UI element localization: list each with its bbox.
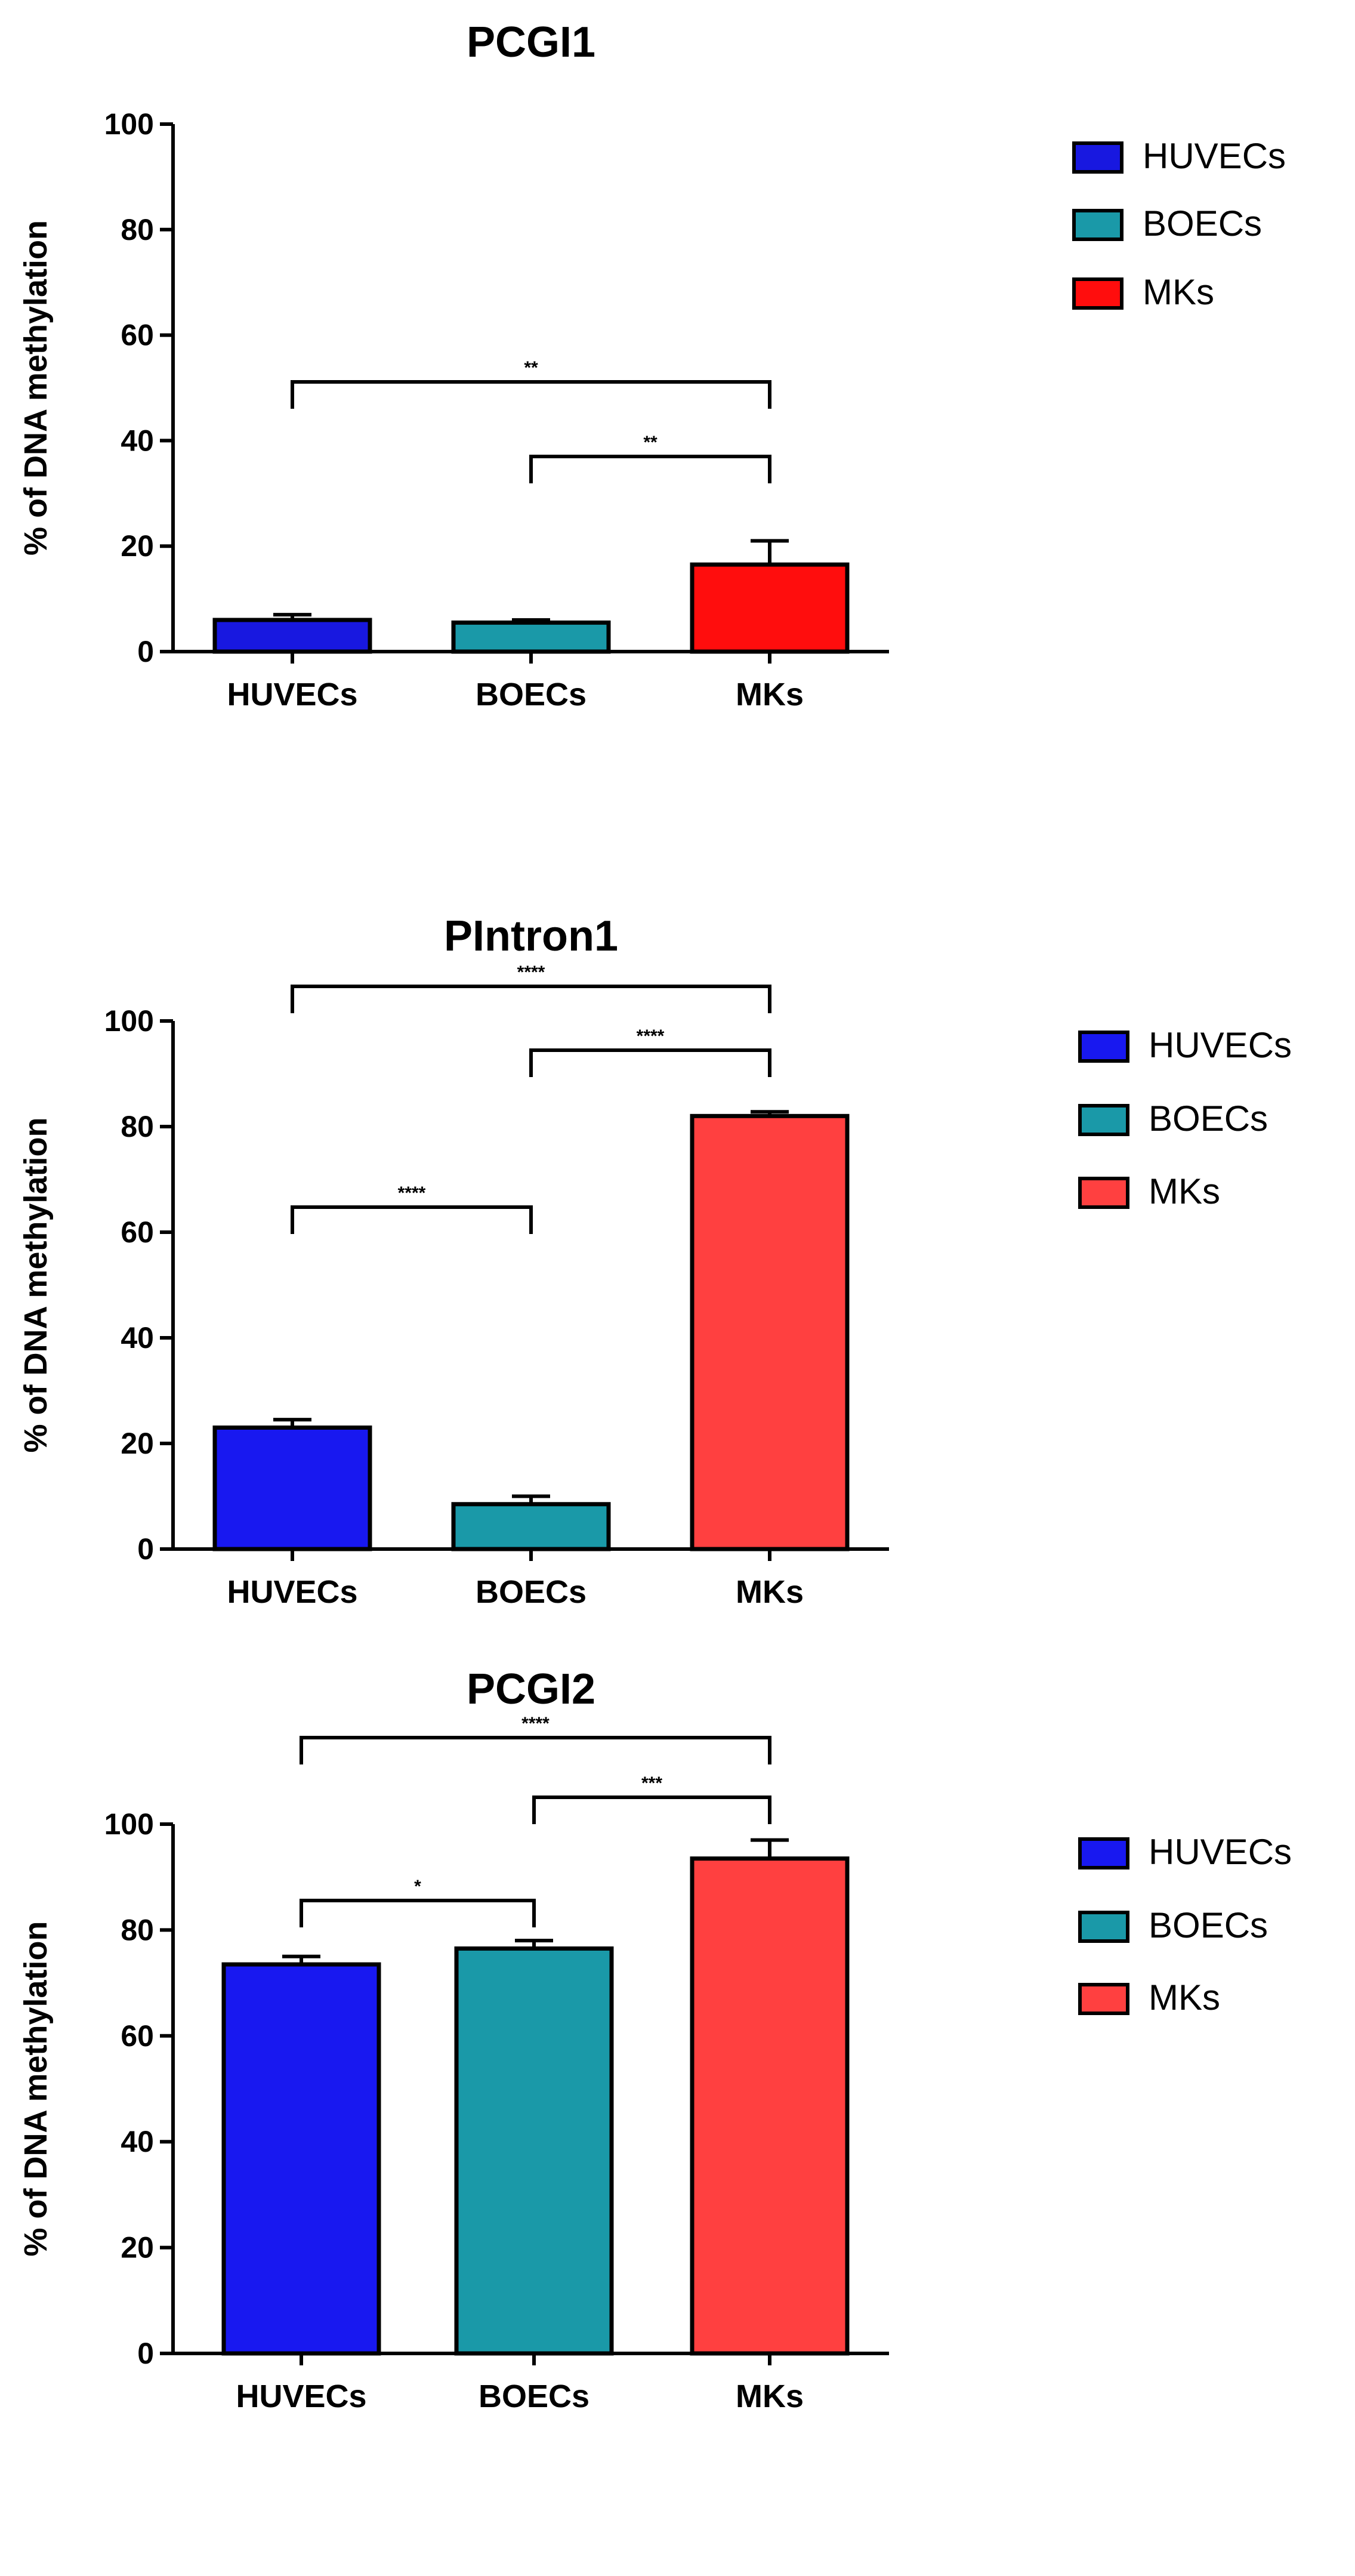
x-tick-label: HUVECs [227, 1574, 357, 1610]
chart-panel-2: PIntron1 % of DNA methylation 0 20 40 60 80 100… [18, 912, 1292, 1610]
y-tick-label: 80 [121, 213, 154, 246]
significance-label: **** [521, 1714, 550, 1733]
significance-bracket [532, 1796, 771, 1824]
significance-bracket [529, 1048, 771, 1077]
significance-bracket [291, 985, 771, 1013]
y-tick-label: 60 [121, 319, 154, 352]
bar-mks [690, 1856, 850, 2356]
y-tick-label: 80 [121, 1913, 154, 1946]
x-tick-label: BOECs [479, 2378, 589, 2414]
y-tick-label: 60 [121, 1215, 154, 1249]
y-tick-label: 100 [104, 1807, 154, 1841]
legend-swatch-huvecs [1078, 1031, 1129, 1063]
bar-boecs [451, 620, 611, 654]
y-axis-label: % of DNA methylation [18, 1921, 54, 2256]
legend-label: BOECs [1143, 203, 1262, 243]
bar-huvecs [221, 1962, 381, 2356]
legend-swatch-boecs [1078, 1911, 1129, 1943]
legend-swatch-mks [1078, 1983, 1129, 2015]
legend-label: BOECs [1149, 1905, 1268, 1945]
chart-title: PCGI2 [467, 1665, 595, 1713]
significance-bracket [529, 455, 771, 483]
y-tick-label: 0 [137, 635, 154, 668]
x-tick-label: MKs [736, 2378, 804, 2414]
legend-label: HUVECs [1149, 1025, 1292, 1065]
y-tick-label: 0 [137, 1532, 154, 1566]
x-tick-label: HUVECs [227, 677, 357, 712]
bar-huvecs [212, 1425, 372, 1551]
chart-panel-1: PCGI1 % of DNA methylation 0 20 40 60 80 100 HUV… [18, 18, 1286, 712]
bar-boecs [451, 1502, 611, 1551]
legend-label: MKs [1149, 1171, 1220, 1211]
significance-bracket [300, 1736, 771, 1764]
y-tick-label: 40 [121, 424, 154, 457]
y-tick-label: 0 [137, 2337, 154, 2370]
y-tick-label: 40 [121, 2125, 154, 2158]
significance-label: *** [641, 1773, 662, 1793]
x-tick-label: MKs [736, 677, 804, 712]
chart-title: PCGI1 [467, 18, 595, 66]
y-tick-label: 20 [121, 529, 154, 563]
legend-label: HUVECs [1149, 1832, 1292, 1872]
legend-swatch-mks [1078, 1177, 1129, 1209]
significance-label: * [414, 1877, 421, 1896]
bar-huvecs [212, 618, 372, 654]
y-tick-label: 60 [121, 2019, 154, 2053]
y-tick-label: 100 [104, 107, 154, 141]
y-axis-label: % of DNA methylation [18, 1117, 54, 1452]
x-tick-label: MKs [736, 1574, 804, 1610]
legend-swatch-boecs [1078, 1104, 1129, 1136]
x-tick-label: BOECs [476, 677, 587, 712]
y-tick-label: 40 [121, 1321, 154, 1355]
x-tick-label: BOECs [476, 1574, 587, 1610]
bar-mks [690, 1113, 850, 1551]
y-axis-label: % of DNA methylation [18, 220, 54, 556]
significance-label: **** [517, 962, 545, 982]
bar-mks [690, 562, 850, 654]
legend-label: HUVECs [1143, 136, 1286, 176]
legend-swatch-mks [1072, 277, 1123, 310]
legend-swatch-boecs [1072, 209, 1123, 241]
y-tick-label: 20 [121, 2231, 154, 2265]
legend-label: MKs [1143, 272, 1214, 312]
legend-label: MKs [1149, 1977, 1220, 2017]
significance-label: ** [643, 433, 658, 452]
y-tick-label: 80 [121, 1110, 154, 1143]
significance-label: ** [524, 358, 538, 378]
bar-boecs [454, 1946, 614, 2356]
y-tick-label: 20 [121, 1427, 154, 1460]
significance-bracket [291, 380, 771, 409]
y-tick-label: 100 [104, 1004, 154, 1038]
legend-swatch-huvecs [1078, 1837, 1129, 1869]
significance-bracket [300, 1899, 536, 1927]
legend-label: BOECs [1149, 1099, 1268, 1139]
significance-label: **** [398, 1183, 426, 1203]
significance-bracket [291, 1205, 533, 1234]
chart-panel-3: PCGI2 % of DNA methylation 0 20 40 60 80 100 HUV… [18, 1665, 1292, 2414]
legend-swatch-huvecs [1072, 141, 1123, 174]
x-tick-label: HUVECs [236, 2378, 366, 2414]
significance-label: **** [637, 1026, 665, 1046]
chart-title: PIntron1 [444, 912, 618, 960]
